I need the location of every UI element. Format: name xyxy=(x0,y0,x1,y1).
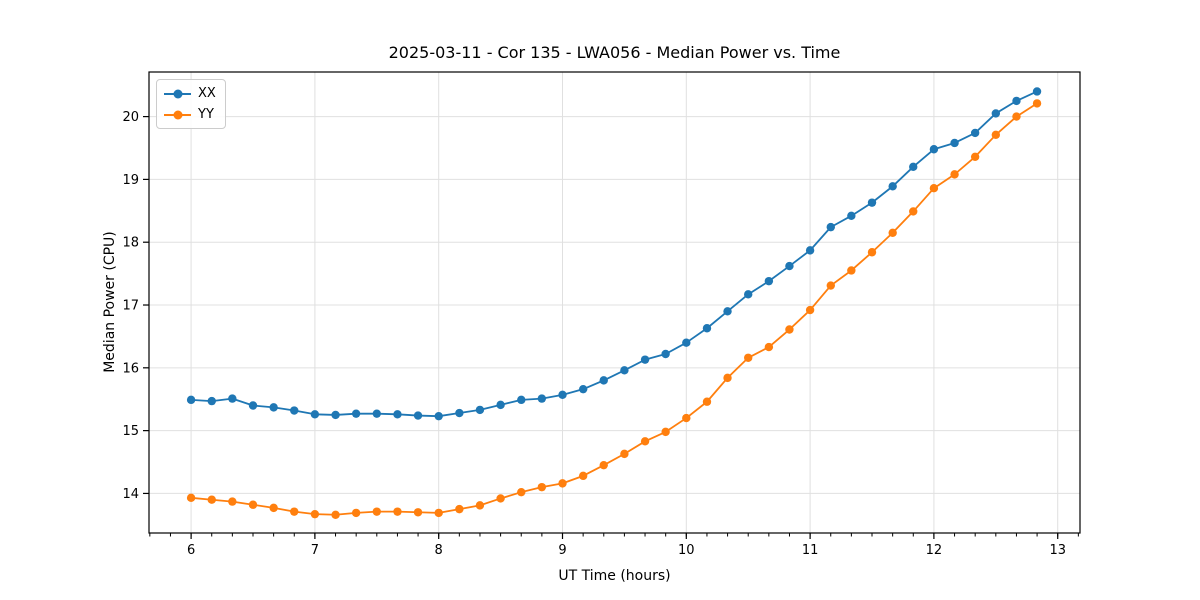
gridlines xyxy=(149,72,1080,533)
svg-text:8: 8 xyxy=(435,543,443,558)
legend-label-yy: YY xyxy=(198,107,214,122)
svg-text:20: 20 xyxy=(122,110,139,125)
svg-text:13: 13 xyxy=(1049,543,1066,558)
y-axis-label: Median Power (CPU) xyxy=(102,231,118,373)
svg-text:9: 9 xyxy=(558,543,566,558)
svg-text:18: 18 xyxy=(122,236,139,251)
series-YY-markers xyxy=(186,99,1042,519)
axes-spines xyxy=(148,71,1081,534)
svg-text:12: 12 xyxy=(926,543,943,558)
legend-item-yy: YY xyxy=(164,105,216,124)
legend-line-marker-icon xyxy=(164,110,191,120)
svg-text:19: 19 xyxy=(122,173,139,188)
legend-label-xx: XX xyxy=(198,86,216,101)
x-tick-labels: 6 7 8 9 10 11 12 13 xyxy=(187,543,1066,558)
chart-title: 2025-03-11 - Cor 135 - LWA056 - Median P… xyxy=(388,43,841,62)
svg-text:15: 15 xyxy=(122,424,139,439)
series-XX-markers xyxy=(186,87,1042,421)
svg-text:17: 17 xyxy=(122,299,139,314)
svg-text:7: 7 xyxy=(311,543,319,558)
svg-text:16: 16 xyxy=(122,361,139,376)
y-ticks xyxy=(143,115,149,495)
legend-line-marker-icon xyxy=(164,89,191,99)
x-minor-ticks xyxy=(149,533,1079,537)
svg-text:6: 6 xyxy=(187,543,195,558)
legend-item-xx: XX xyxy=(164,84,216,103)
svg-text:14: 14 xyxy=(122,487,139,502)
svg-text:10: 10 xyxy=(678,543,695,558)
svg-text:11: 11 xyxy=(802,543,819,558)
legend: XX YY xyxy=(156,79,226,129)
y-tick-labels: 14 15 16 17 18 19 20 xyxy=(122,110,139,502)
x-axis-label: UT Time (hours) xyxy=(558,568,671,584)
